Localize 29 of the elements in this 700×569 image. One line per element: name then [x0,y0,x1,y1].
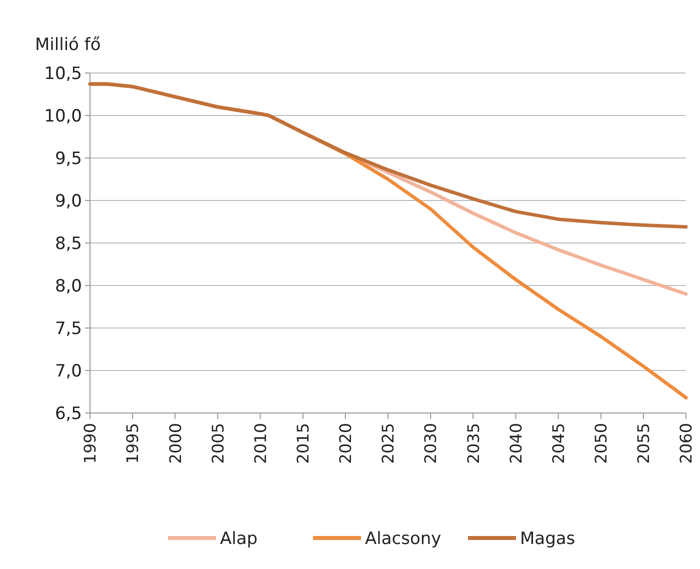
y-tick-label: 10,0 [44,106,82,126]
line-series [88,82,688,229]
y-axis-title: Millió fő [35,35,101,55]
y-tick-label: 8,0 [54,276,82,296]
y-tick-label: 9,5 [54,148,82,169]
x-tick-label: 2045 [548,423,568,464]
legend-label: Alacsony [365,528,442,549]
legend-label: Magas [520,528,576,549]
x-tick-label: 2025 [378,423,398,464]
y-tick-label: 10,5 [44,64,82,84]
x-tick-label: 2040 [506,423,526,464]
y-tick-label: 7,5 [54,318,82,339]
x-tick-label: 1995 [123,423,142,464]
y-tick-label: 7,0 [54,361,82,382]
legend-label: Alap [220,528,258,549]
x-tick-label: 2050 [591,423,610,464]
x-tick-label: 2055 [634,423,654,464]
x-tick-label: 2000 [166,423,185,464]
y-tick-label: 6,5 [54,404,82,424]
x-tick-label: 2035 [464,423,483,464]
x-tick-label: 2060 [676,423,696,464]
x-tick-label: 2005 [208,423,228,464]
x-tick-label: 2015 [293,423,312,464]
x-tick-label: 2030 [421,423,440,464]
y-tick-label: 9,0 [54,191,82,212]
x-tick-label: 2020 [336,423,356,464]
x-tick-label: 2010 [250,423,270,464]
y-tick-label: 8,5 [54,234,82,254]
x-tick-label: 1990 [80,423,100,464]
